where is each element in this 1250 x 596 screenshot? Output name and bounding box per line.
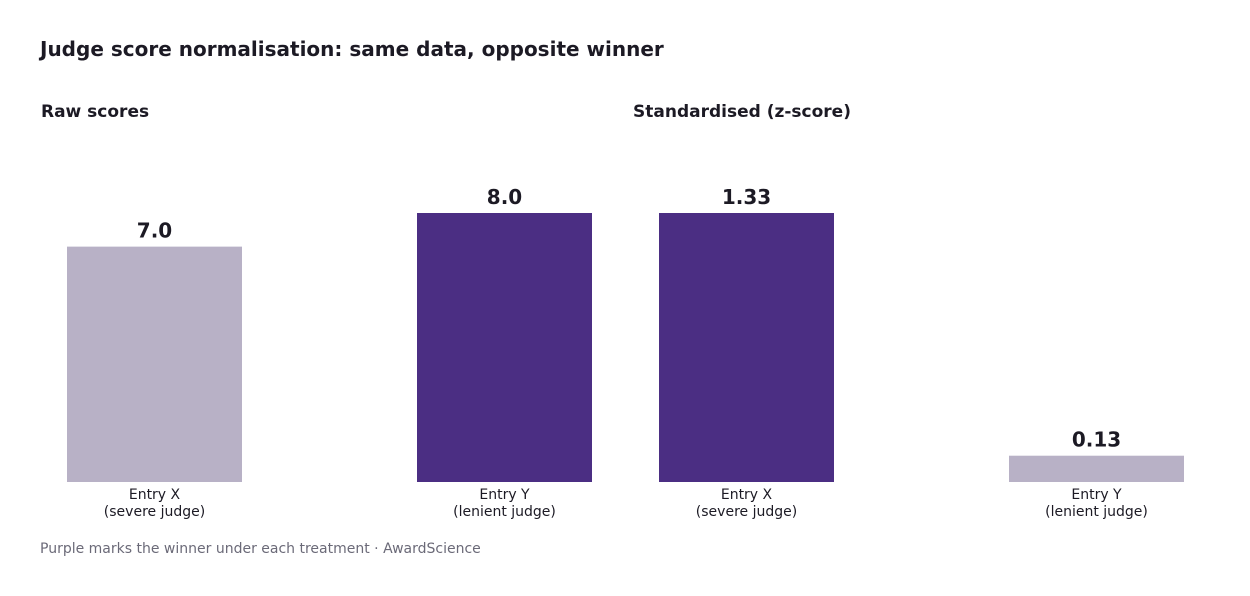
bar [1009,455,1184,482]
bar [417,213,592,482]
tick-label: Entry Y (lenient judge) [1045,487,1148,520]
footnote: Purple marks the winner under each treat… [40,541,481,557]
data-label: 0.13 [1072,428,1121,452]
bar [659,213,834,482]
tick-label: Entry X (severe judge) [696,487,797,520]
data-label: 1.33 [722,185,771,209]
bar [67,246,242,482]
panel-title-raw: Raw scores [41,102,150,122]
data-label: 8.0 [487,185,522,209]
tick-label: Entry Y (lenient judge) [453,487,556,520]
panel-title-standardised: Standardised (z-score) [633,102,851,122]
data-label: 7.0 [137,219,172,243]
chart-title: Judge score normalisation: same data, op… [40,37,664,61]
tick-label: Entry X (severe judge) [104,487,205,520]
